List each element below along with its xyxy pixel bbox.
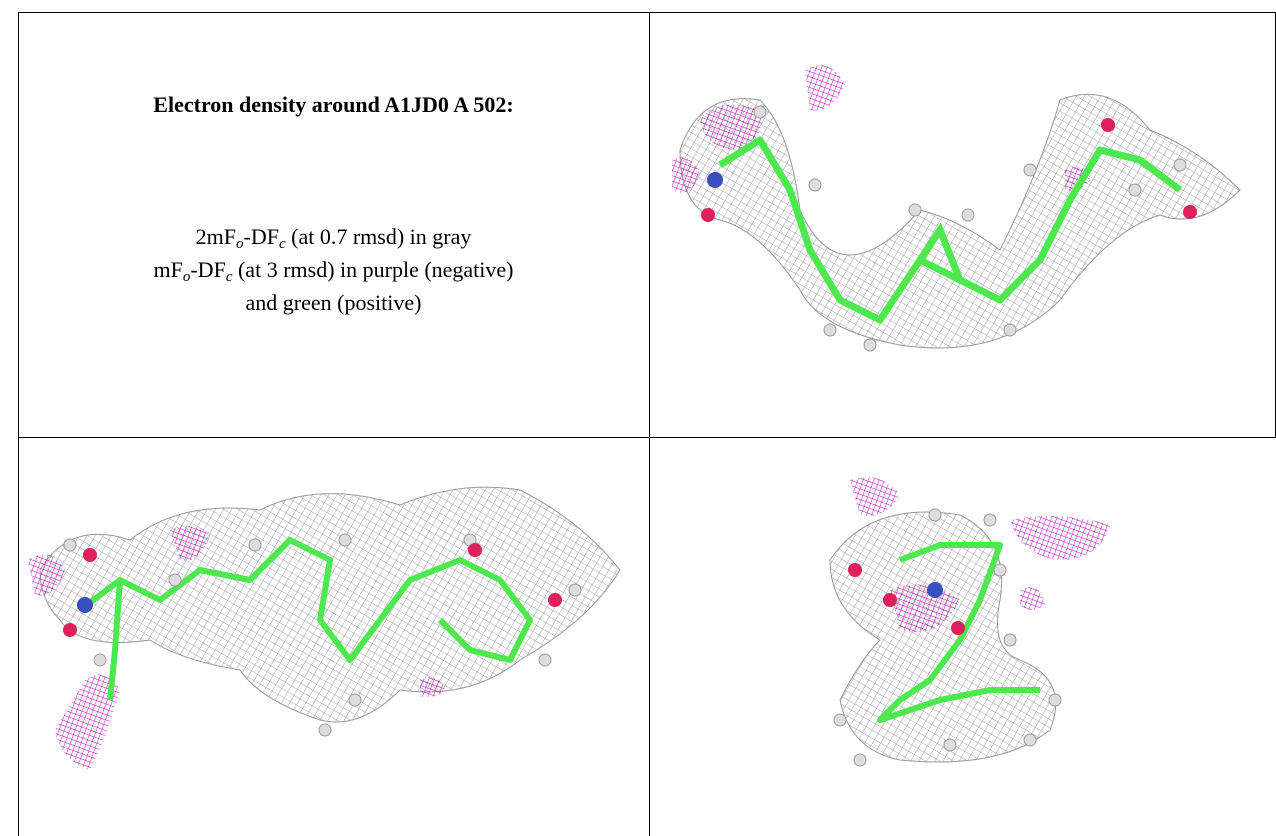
subscript: c	[225, 269, 233, 285]
row-divider	[18, 437, 1276, 438]
molecule-view	[829, 477, 1110, 767]
subscript: o	[236, 236, 244, 252]
text: and green (positive)	[245, 290, 422, 315]
legend-line: 2mFo-DFc (at 0.7 rmsd) in gray	[18, 220, 649, 253]
text: -DF	[190, 257, 226, 282]
legend-line: mFo-DFc (at 3 rmsd) in purple (negative)	[18, 253, 649, 286]
cell-divider	[649, 12, 650, 836]
legend: 2mFo-DFc (at 0.7 rmsd) in gray mFo-DFc (…	[18, 220, 649, 319]
text: -DF	[243, 224, 279, 249]
text: (at 3 rmsd) in purple (negative)	[232, 257, 514, 282]
subscript: o	[182, 269, 191, 285]
table-border	[18, 12, 1276, 836]
subscript: c	[278, 236, 286, 252]
legend-line: and green (positive)	[18, 286, 649, 319]
molecule-view	[672, 65, 1241, 352]
molecule-view	[28, 486, 621, 770]
text: 2mF	[195, 224, 236, 249]
title: Electron density around A1JD0 A 502:	[153, 92, 514, 117]
text: (at 0.7 rmsd) in gray	[285, 224, 472, 249]
text: mF	[153, 257, 183, 282]
